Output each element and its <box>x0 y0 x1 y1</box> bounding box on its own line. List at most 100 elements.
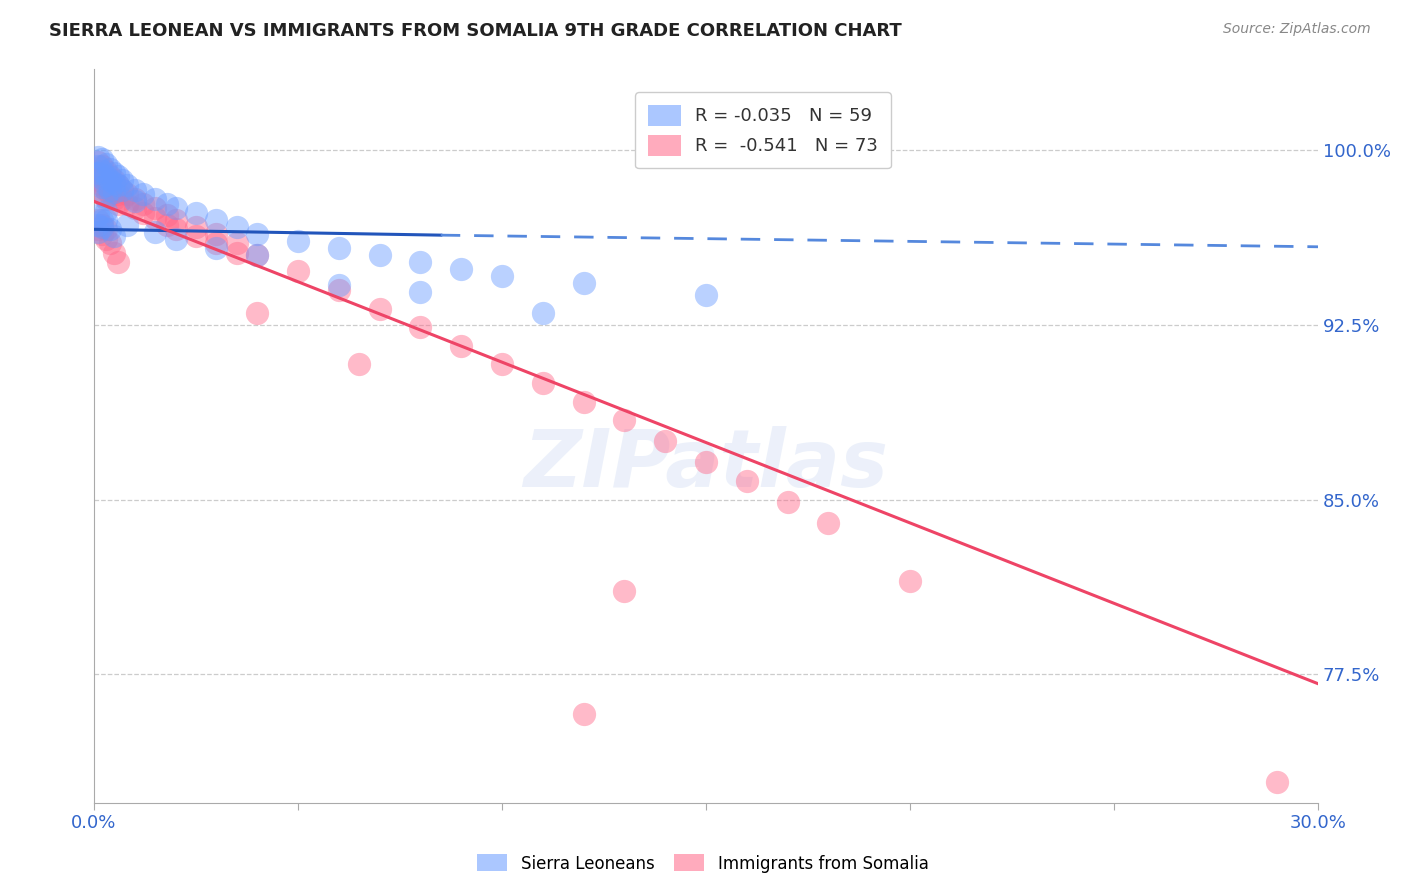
Point <box>572 394 595 409</box>
Point <box>87 208 110 222</box>
Point <box>132 206 155 220</box>
Point <box>103 173 125 187</box>
Point <box>115 196 138 211</box>
Point <box>98 187 121 202</box>
Point <box>96 157 118 171</box>
Point <box>817 516 839 530</box>
Point <box>96 213 118 227</box>
Point <box>96 164 118 178</box>
Point <box>205 227 228 241</box>
Point <box>103 176 125 190</box>
Point <box>103 229 125 244</box>
Legend: Sierra Leoneans, Immigrants from Somalia: Sierra Leoneans, Immigrants from Somalia <box>471 847 935 880</box>
Point <box>91 171 114 186</box>
Point <box>695 455 717 469</box>
Point <box>87 225 110 239</box>
Point <box>143 192 166 206</box>
Point <box>98 173 121 187</box>
Point <box>124 183 146 197</box>
Point <box>111 183 134 197</box>
Point <box>225 245 247 260</box>
Point <box>98 222 121 236</box>
Point <box>87 222 110 236</box>
Point <box>156 196 179 211</box>
Point <box>107 178 129 192</box>
Point <box>287 234 309 248</box>
Point <box>143 202 166 216</box>
Point <box>409 320 432 334</box>
Point <box>87 166 110 180</box>
Point <box>613 583 636 598</box>
Point <box>111 183 134 197</box>
Point <box>572 706 595 721</box>
Point <box>225 236 247 251</box>
Point <box>143 211 166 225</box>
Point <box>96 222 118 236</box>
Point <box>124 202 146 216</box>
Point <box>107 187 129 202</box>
Point <box>107 178 129 192</box>
Point <box>165 232 187 246</box>
Point <box>184 229 207 244</box>
Text: Source: ZipAtlas.com: Source: ZipAtlas.com <box>1223 22 1371 37</box>
Point <box>96 203 118 218</box>
Point <box>96 192 118 206</box>
Point <box>96 183 118 197</box>
Point <box>98 236 121 251</box>
Point <box>103 166 125 180</box>
Point <box>87 150 110 164</box>
Point <box>328 241 350 255</box>
Point <box>91 218 114 232</box>
Point <box>103 183 125 197</box>
Point <box>491 268 513 283</box>
Point <box>898 574 921 589</box>
Point <box>225 219 247 234</box>
Point <box>491 358 513 372</box>
Point <box>246 248 269 262</box>
Point <box>96 169 118 183</box>
Point <box>132 187 155 202</box>
Point <box>91 213 114 227</box>
Point <box>613 413 636 427</box>
Point <box>205 241 228 255</box>
Point <box>87 173 110 187</box>
Point <box>143 225 166 239</box>
Point <box>107 196 129 211</box>
Text: ZIPatlas: ZIPatlas <box>523 425 889 504</box>
Point <box>205 213 228 227</box>
Point <box>409 285 432 300</box>
Point <box>87 213 110 227</box>
Point <box>91 164 114 178</box>
Point <box>103 192 125 206</box>
Point <box>91 180 114 194</box>
Point <box>132 196 155 211</box>
Point <box>115 178 138 192</box>
Point <box>111 192 134 206</box>
Point <box>115 218 138 232</box>
Point <box>368 248 391 262</box>
Point <box>328 278 350 293</box>
Point <box>165 222 187 236</box>
Point <box>409 255 432 269</box>
Point <box>450 339 472 353</box>
Point <box>246 306 269 320</box>
Point <box>124 192 146 206</box>
Text: SIERRA LEONEAN VS IMMIGRANTS FROM SOMALIA 9TH GRADE CORRELATION CHART: SIERRA LEONEAN VS IMMIGRANTS FROM SOMALI… <box>49 22 903 40</box>
Point <box>735 474 758 488</box>
Point <box>98 178 121 192</box>
Point <box>96 178 118 192</box>
Point <box>96 232 118 246</box>
Point <box>91 169 114 183</box>
Point <box>107 169 129 183</box>
Point <box>91 153 114 167</box>
Point <box>156 208 179 222</box>
Point <box>98 161 121 176</box>
Point <box>87 164 110 178</box>
Point <box>98 183 121 197</box>
Point <box>107 255 129 269</box>
Point <box>115 187 138 202</box>
Point <box>87 154 110 169</box>
Point <box>103 185 125 199</box>
Point <box>91 219 114 234</box>
Point <box>91 187 114 202</box>
